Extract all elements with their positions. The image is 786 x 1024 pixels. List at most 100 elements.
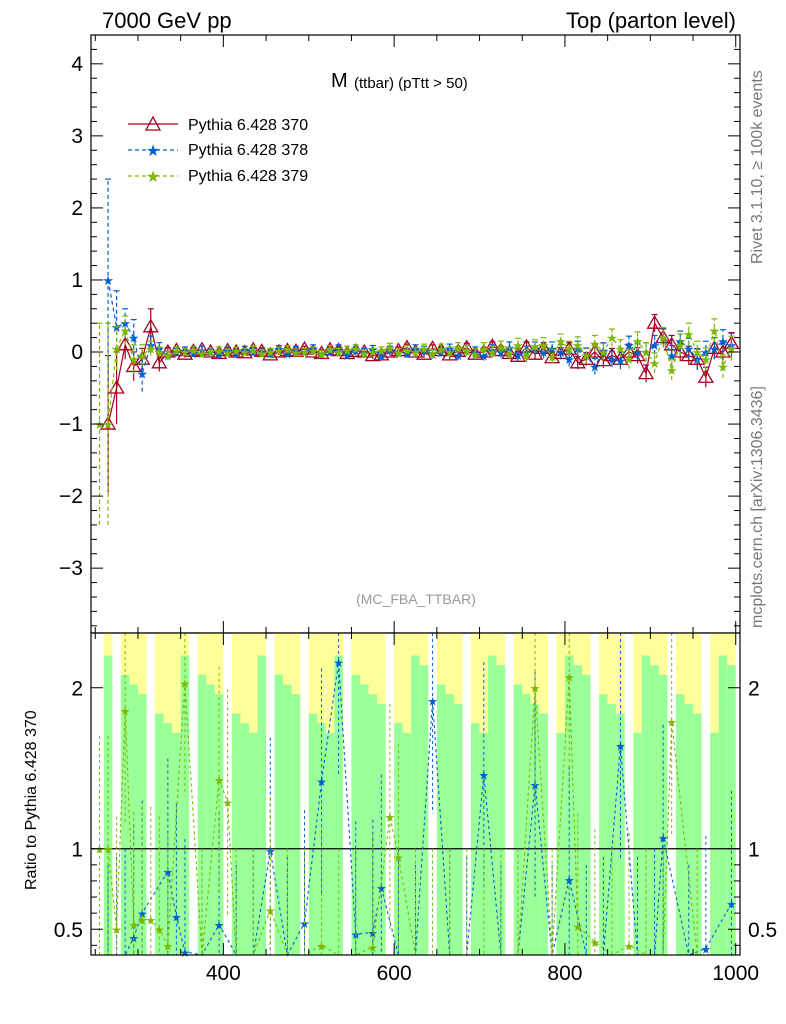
data-point-marker: ★	[538, 345, 550, 360]
ratio-band-inner	[351, 674, 360, 955]
data-point-marker: ★	[674, 338, 686, 353]
data-point-marker: ★	[521, 349, 533, 364]
data-point-marker: ★	[179, 345, 191, 360]
data-point-marker: ★	[307, 341, 319, 356]
data-point-marker: ★	[632, 334, 644, 349]
data-point-marker	[706, 340, 723, 355]
data-point-marker: ★	[213, 344, 225, 359]
data-point-marker: ★	[649, 338, 661, 353]
data-point-marker: ★	[615, 354, 627, 369]
legend-label-379: Pythia 6.428 379	[188, 168, 308, 185]
ratio-data-point: ★	[128, 918, 139, 932]
ratio-data-point: ★	[103, 843, 114, 857]
data-point-marker	[202, 343, 219, 358]
data-point-marker: ★	[128, 352, 140, 367]
x-tick-label: 400	[206, 962, 241, 985]
data-point-marker: ★	[205, 344, 217, 359]
data-point-marker: ★	[299, 345, 311, 360]
ratio-band-inner	[496, 665, 506, 955]
main-y-tick-label: −1	[59, 413, 83, 436]
main-series-layer: ★★★★★★★★★★★★★★★★★★★★★★★★★★★★★★★★★★★★★★★★…	[94, 178, 740, 525]
data-point-marker: ★	[640, 345, 652, 360]
legend-label-378: Pythia 6.428 378	[188, 142, 308, 159]
data-point-marker: ★	[136, 367, 148, 382]
data-point-marker	[697, 368, 714, 383]
data-point-marker	[595, 352, 612, 367]
ratio-band-inner	[283, 684, 292, 955]
data-point-marker: ★	[222, 344, 234, 359]
data-point-marker	[655, 329, 672, 344]
ratio-data-point: ★	[299, 917, 310, 931]
data-point-marker: ★	[290, 346, 302, 361]
ratio-band-inner	[633, 732, 642, 955]
ratio-data-point: ★	[162, 939, 173, 953]
collision-energy-label: 7000 GeV pp	[102, 8, 232, 33]
data-point-marker: ★	[632, 345, 644, 360]
ratio-plot-panel: ★★★★★★★★★★★ ★★★★★★★★★★★★★★★★★★★★★★★★ ★★★★★…	[23, 632, 777, 985]
data-point-marker: ★	[102, 417, 114, 432]
ratio-band-inner	[693, 713, 702, 955]
data-point-marker: ★	[179, 344, 191, 359]
data-point-marker: ★	[726, 341, 738, 356]
ratio-band-inner	[197, 674, 207, 955]
main-y-tick-label: 0	[71, 341, 83, 364]
ratio-data-point: ★	[615, 740, 626, 754]
ratio-band-inner	[539, 713, 548, 955]
data-point-marker: ★	[717, 359, 729, 374]
ratio-band-inner	[616, 713, 625, 955]
data-point-marker: ★	[247, 343, 259, 358]
ratio-series-1: ★★★★★★★★★★★★★★ ★★★★★★★ ★★	[94, 633, 698, 956]
ratio-series-layer: ★★★★★★★★★★★ ★★★★★★★★★★★★★★★★★★★★★★★★ ★★★★★…	[94, 633, 737, 960]
data-point-marker	[304, 343, 322, 358]
ratio-data-point: ★	[154, 923, 165, 937]
ratio-band-inner	[248, 732, 258, 955]
data-point-marker: ★	[512, 338, 524, 353]
ratio-data-point: ★	[624, 939, 635, 953]
ratio-data-point: ★	[478, 769, 489, 783]
data-point-marker: ★	[136, 349, 148, 364]
data-point-marker: ★	[213, 347, 225, 362]
data-point-marker: ★	[452, 348, 464, 363]
ratio-data-point: ★	[333, 656, 344, 670]
data-point-marker: ★	[196, 346, 208, 361]
ratio-data-point: ★	[145, 914, 156, 928]
data-point-marker	[612, 350, 629, 365]
data-point-marker: ★	[230, 344, 242, 359]
ratio-band-inner	[573, 665, 583, 955]
data-point-marker: ★	[469, 345, 481, 360]
data-point-marker: ★	[615, 341, 627, 356]
ratio-band-inner	[359, 684, 369, 955]
data-point-marker	[108, 379, 125, 394]
ratio-y-tick-label-left: 1	[71, 839, 83, 862]
ratio-band-inner	[488, 655, 497, 955]
data-point-marker: ★	[555, 345, 567, 360]
data-point-marker	[151, 354, 168, 369]
ratio-y-tick-label-right: 1	[748, 839, 760, 862]
ratio-band-inner	[556, 732, 565, 955]
data-point-marker: ★	[435, 342, 447, 357]
ratio-band-inner	[308, 713, 318, 955]
ratio-band-inner	[582, 674, 591, 955]
data-point-marker	[99, 415, 117, 430]
data-point-marker: ★	[709, 323, 721, 338]
data-point-marker: ★	[709, 341, 721, 356]
data-point-marker	[672, 343, 689, 358]
data-point-marker: ★	[717, 334, 729, 349]
data-point-marker: ★	[188, 346, 200, 361]
legend-label-370: Pythia 6.428 370	[188, 117, 308, 134]
data-point-marker: ★	[555, 334, 567, 349]
data-point-marker: ★	[623, 352, 635, 367]
data-point-marker: ★	[572, 338, 584, 353]
ratio-band-inner	[368, 694, 378, 955]
data-point-marker: ★	[444, 345, 456, 360]
data-point-marker	[603, 347, 621, 362]
data-point-marker: ★	[546, 349, 558, 364]
data-point-marker: ★	[290, 343, 302, 358]
data-point-marker: ★	[171, 344, 183, 359]
data-point-marker: ★	[691, 345, 703, 360]
plot-title-main: M	[331, 70, 348, 92]
ratio-band-inner	[650, 665, 659, 955]
data-point-marker: ★	[504, 346, 516, 361]
data-point-marker: ★	[239, 343, 251, 358]
ratio-band-inner	[710, 732, 719, 955]
